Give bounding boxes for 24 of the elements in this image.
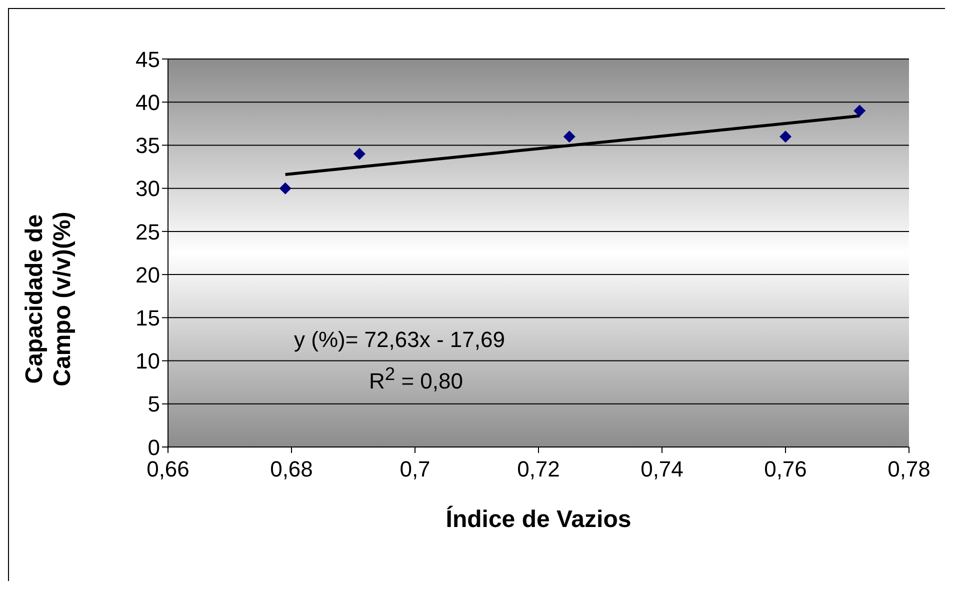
y-tick-label: 35 — [136, 133, 160, 158]
point — [780, 130, 792, 143]
x-tick-label: 0,7 — [400, 456, 430, 482]
y-tick-label: 25 — [136, 219, 160, 244]
y-tick-label: 45 — [136, 46, 160, 72]
y-tick-label: 5 — [148, 392, 160, 417]
y-tick-label: 20 — [136, 262, 160, 288]
x-tick-label: 0,72 — [517, 456, 560, 482]
y-tick-label: 40 — [136, 90, 160, 115]
annotation: R$^{2}$ = 0,80 — [369, 363, 463, 394]
y-tick-label: 10 — [136, 348, 160, 374]
point — [854, 104, 866, 117]
y-tick-label: 15 — [136, 305, 160, 330]
point — [563, 130, 576, 143]
x-axis-title: Índice de Vazios — [446, 505, 632, 533]
y-tick-label: 30 — [136, 176, 160, 202]
x-tick-label: 0,74 — [640, 456, 684, 482]
annotation: y (%)= 72,63x - 17,69 — [294, 327, 505, 353]
y-axis-title: Capacidade de Campo (v/v)(%) — [21, 210, 77, 388]
x-tick-label: 0,68 — [270, 456, 313, 482]
x-tick-label: 0,78 — [888, 456, 930, 482]
point — [279, 182, 292, 194]
point — [353, 148, 366, 160]
x-tick-label: 0,76 — [764, 456, 807, 482]
